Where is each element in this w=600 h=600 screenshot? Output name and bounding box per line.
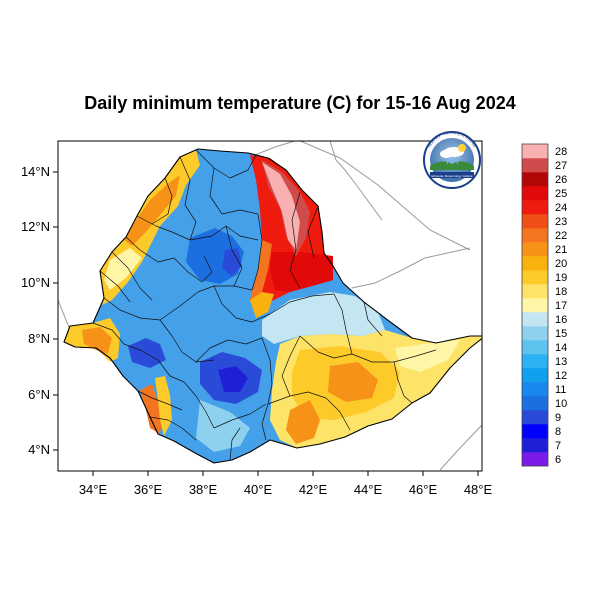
colorbar-label: 7	[555, 440, 561, 452]
colorbar-swatch	[522, 340, 548, 355]
colorbar-label: 8	[555, 426, 561, 438]
colorbar-label: 19	[555, 272, 567, 284]
colorbar-label: 11	[555, 384, 566, 396]
neighbor-borders	[58, 141, 482, 471]
colorbar-swatch	[522, 438, 548, 453]
x-tick-label: 40°E	[244, 482, 273, 497]
x-tick-label: 48°E	[464, 482, 493, 497]
east-lowland-light	[395, 340, 460, 372]
colorbar-label: 23	[555, 216, 567, 228]
colorbar-swatch	[522, 354, 548, 369]
x-tick-label: 44°E	[354, 482, 383, 497]
colorbar-label: 20	[555, 258, 567, 270]
colorbar-swatch	[522, 382, 548, 397]
institute-logo: Ethiopian Meteorology Institute የኢትዮጵያ ሜ…	[423, 130, 481, 189]
warm-southwest	[140, 384, 162, 434]
x-tick-label: 36°E	[134, 482, 163, 497]
colorbar-swatch	[522, 396, 548, 411]
colorbar-label: 28	[555, 146, 567, 158]
colorbar-swatch	[522, 144, 548, 159]
northwest-light	[104, 248, 142, 290]
colorbar-label: 10	[555, 398, 567, 410]
colorbar-swatch	[522, 228, 548, 243]
colorbar-label: 12	[555, 370, 567, 382]
colorbar-swatch	[522, 424, 548, 439]
warm-southwest-edge	[155, 376, 172, 436]
colorbar-label: 18	[555, 286, 567, 298]
colorbar-swatch	[522, 270, 548, 285]
x-tick-label: 34°E	[79, 482, 108, 497]
y-tick-label: 14°N	[21, 164, 50, 179]
cold-south-core	[218, 366, 248, 392]
colorbar-swatch	[522, 368, 548, 383]
colorbar-swatch	[522, 298, 548, 313]
colorbar-label: 17	[555, 300, 567, 312]
colorbar-label: 26	[555, 174, 567, 186]
colorbar-frame	[521, 143, 549, 467]
colorbar-swatch	[522, 200, 548, 215]
colorbar-label: 25	[555, 188, 567, 200]
colorbar-swatch	[522, 410, 548, 425]
y-tick-label: 10°N	[21, 275, 50, 290]
map-content	[58, 141, 482, 471]
colorbar-swatch	[522, 452, 548, 467]
colorbar-label: 13	[555, 356, 567, 368]
colorbar-label: 16	[555, 314, 567, 326]
colorbar: 6 7 8 9 10 11 12 13 14 15 16 17 18 19 20 21 22 23 24 25 26 27…	[521, 143, 567, 467]
cool-south	[196, 400, 250, 452]
y-tick-label: 4°N	[28, 442, 50, 457]
pale-band	[262, 292, 385, 344]
colorbar-label: 9	[555, 412, 561, 424]
colorbar-label: 6	[555, 454, 561, 466]
map-title: Daily minimum temperature (C) for 15-16 …	[84, 93, 516, 113]
temperature-field	[64, 149, 482, 463]
x-tick-label: 46°E	[409, 482, 438, 497]
colorbar-swatch	[522, 158, 548, 173]
warm-northwest-inner	[124, 175, 180, 246]
warm-southeast	[286, 400, 320, 444]
colorbar-label: 21	[555, 244, 567, 256]
colorbar-swatch	[522, 326, 548, 341]
colorbar-swatch	[522, 242, 548, 257]
colorbar-swatch	[522, 172, 548, 187]
colorbar-swatch	[522, 284, 548, 299]
colorbar-label: 15	[555, 328, 567, 340]
orange-fringe	[250, 292, 274, 318]
colorbar-swatch	[522, 214, 548, 229]
x-tick-label: 38°E	[189, 482, 218, 497]
warm-east-core	[328, 362, 378, 402]
admin-borders	[92, 149, 437, 461]
cold-west	[128, 338, 166, 368]
y-tick-label: 12°N	[21, 219, 50, 234]
hottest-core	[262, 162, 300, 250]
map-frame	[57, 140, 483, 472]
colorbar-swatch	[522, 186, 548, 201]
colorbar-label: 22	[555, 230, 567, 242]
colorbar-label: 24	[555, 202, 567, 214]
cold-core-center	[222, 248, 242, 276]
colorbar-swatch	[522, 312, 548, 327]
warm-west-core	[82, 327, 112, 354]
colorbar-swatch	[522, 256, 548, 271]
y-tick-label: 6°N	[28, 387, 50, 402]
hot-northeast-outer	[250, 240, 272, 310]
country-outline	[63, 148, 482, 464]
logo-bottom-text: Ethiopian Meteorology Institute	[431, 174, 473, 178]
axis-labels: 34°E 36°E 38°E 40°E 42°E 44°E 46°E 48°E …	[21, 164, 493, 497]
x-tick-label: 42°E	[299, 482, 328, 497]
colorbar-label: 27	[555, 160, 567, 172]
y-tick-label: 8°N	[28, 331, 50, 346]
tick-marks	[53, 171, 479, 476]
hot-strip	[270, 252, 333, 292]
colorbar-label: 14	[555, 342, 567, 354]
